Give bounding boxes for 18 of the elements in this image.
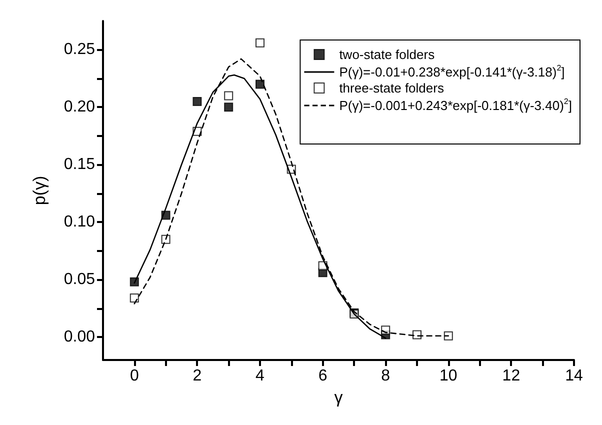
x-tick-label: 12 [502,368,520,384]
y-tick-label: 0.20 [64,98,96,116]
x-tick-label: 10 [440,368,458,384]
y-tick-label: 0.10 [64,214,96,231]
y-tick-label: 0.00 [64,328,96,346]
x-tick-label: 4 [256,368,265,384]
y-axis-title: p(γ) [30,176,49,206]
legend-label: three-state folders [339,80,444,96]
legend-label: two-state folders [339,47,436,62]
x-tick-label: 0 [130,368,139,384]
x-tick-label: 2 [192,368,202,384]
x-tick-label: 8 [381,368,390,384]
x-tick-label: 6 [318,368,328,384]
y-tick-label: 0.15 [64,156,96,174]
y-tick-label: 0.05 [64,271,96,288]
x-axis-title: γ [334,388,344,407]
y-tick-label: 0.25 [64,41,96,58]
x-tick-label: 14 [565,368,583,384]
